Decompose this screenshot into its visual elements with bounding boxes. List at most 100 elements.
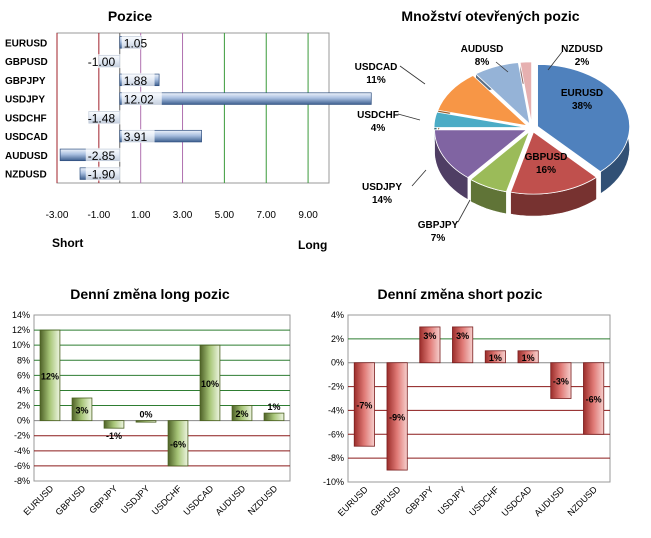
y-tick-label: 14%: [12, 310, 30, 320]
pie-leader-line: [399, 65, 426, 85]
short-change-panel: Denní změna short pozic 4% 2% 0% -2% -4% -6% -…: [310, 280, 651, 538]
value-label-bg: [121, 91, 162, 106]
pie-percent-label: 11%: [366, 75, 386, 86]
category-label: USDCAD: [5, 132, 48, 143]
short-label: Short: [52, 236, 84, 250]
y-tick-label: -2%: [14, 431, 30, 441]
short-change-chart: 4% 2% 0% -2% -4% -6% -8% -10% -7% EURUSD -9% GBPUSD…: [323, 310, 611, 518]
y-tick-label: 0%: [17, 416, 30, 426]
long-change-panel: Denní změna long pozic 14% 12% 10% 8% 6% 4% 2%…: [0, 280, 300, 538]
value-label-bg: [121, 129, 155, 144]
plot-frame: [347, 314, 611, 483]
positions-chart-panel: Pozice -3.00 -1.00 1.00 3.00 5.00 7.00 9.00 EUR…: [0, 0, 372, 260]
bar: [103, 420, 125, 429]
y-tick-label: 8%: [17, 355, 30, 365]
category-label: GBPUSD: [369, 484, 403, 518]
bar: [419, 326, 441, 364]
y-tick-label: -8%: [328, 453, 344, 463]
value-label: 10%: [201, 379, 219, 389]
value-label: -3%: [553, 377, 569, 387]
pie-slice: [475, 62, 531, 126]
pie-percent-label: 8%: [475, 57, 490, 68]
pie-percent-label: 38%: [572, 101, 592, 112]
value-label: 1%: [489, 353, 502, 363]
y-tick-label: -8%: [14, 476, 30, 486]
pie-percent-label: 2%: [575, 57, 590, 68]
positions-chart: -3.00 -1.00 1.00 3.00 5.00 7.00 9.00 EURUSD 1.05…: [5, 32, 372, 221]
y-tick-label: 12%: [12, 325, 30, 335]
x-tick-label: 9.00: [298, 210, 318, 221]
bar: [550, 362, 572, 399]
pie-label: EURUSD: [561, 88, 603, 99]
x-tick-label: -1.00: [87, 210, 110, 221]
value-label: 3%: [75, 405, 88, 415]
value-label-bg: [121, 72, 155, 87]
x-tick-label: -3.00: [46, 210, 69, 221]
category-label: USDCHF: [467, 484, 501, 518]
pie-slice: [537, 64, 630, 173]
category-label: USDCAD: [500, 484, 534, 518]
x-tick-label: 5.00: [215, 210, 235, 221]
value-label: 0%: [139, 410, 152, 420]
bar: [386, 362, 408, 471]
value-label-bg: [121, 35, 155, 50]
category-label: EURUSD: [5, 38, 47, 49]
value-label: 3.91: [124, 130, 148, 144]
long-change-chart: 14% 12% 10% 8% 6% 4% 2% 0% -2% -4% -6% -8% 12% EURUSD…: [12, 310, 291, 517]
pie-label: GBPJPY: [418, 220, 459, 231]
bar: [167, 420, 189, 467]
value-label: -7%: [356, 400, 372, 410]
positions-chart-title: Pozice: [107, 8, 153, 24]
y-tick-label: -4%: [328, 405, 344, 415]
category-label: USDJPY: [436, 484, 468, 516]
category-label: NZDUSD: [565, 484, 599, 518]
bar: [71, 397, 93, 422]
value-label: -1.00: [88, 55, 116, 69]
value-label: -6%: [586, 395, 602, 405]
pie-percent-label: 14%: [372, 195, 392, 206]
value-label: 1.05: [124, 36, 148, 50]
value-label-bg: [85, 110, 126, 125]
long-label: Long: [298, 238, 328, 252]
pie-leader-line: [397, 113, 421, 121]
category-label: USDCHF: [5, 113, 47, 124]
pie-label: NZDUSD: [561, 44, 603, 55]
pie-slice: [510, 131, 598, 195]
value-label-bg: [85, 147, 126, 162]
value-label: -1.48: [88, 111, 116, 125]
category-label: EURUSD: [336, 484, 370, 518]
y-tick-label: -2%: [328, 382, 344, 392]
x-tick-label: 7.00: [256, 210, 276, 221]
pie-slice: [437, 75, 529, 127]
value-label: -2.85: [88, 149, 116, 163]
y-tick-label: 10%: [12, 340, 30, 350]
x-tick-label: 1.00: [131, 210, 151, 221]
open-positions-title: Množství otevřených pozic: [401, 8, 580, 24]
bar: [517, 350, 539, 364]
value-label: 2%: [235, 409, 248, 419]
bar: [119, 92, 372, 105]
short-change-title: Denní změna short pozic: [377, 286, 543, 302]
y-tick-label: -6%: [328, 429, 344, 439]
bar: [353, 362, 375, 447]
category-label: GBPJPY: [403, 484, 435, 516]
pie-label: GBPUSD: [525, 152, 568, 163]
pie-percent-label: 16%: [536, 165, 556, 176]
category-label: USDCAD: [181, 483, 215, 517]
value-label: 3%: [456, 331, 469, 341]
value-label: 12%: [41, 371, 59, 381]
value-label-bg: [85, 166, 126, 181]
value-label: -1%: [106, 431, 122, 441]
category-label: USDCHF: [150, 483, 184, 517]
category-label: AUDUSD: [5, 151, 48, 162]
bar: [135, 420, 157, 423]
pie-label: USDJPY: [362, 182, 402, 193]
y-tick-label: 6%: [17, 370, 30, 380]
value-label: -6%: [170, 439, 186, 449]
y-tick-label: 2%: [331, 334, 344, 344]
pie-leader-line: [457, 199, 471, 223]
y-tick-label: 4%: [331, 310, 344, 320]
y-tick-label: 4%: [17, 385, 30, 395]
category-label: GBPJPY: [5, 76, 46, 87]
bar: [199, 344, 221, 422]
